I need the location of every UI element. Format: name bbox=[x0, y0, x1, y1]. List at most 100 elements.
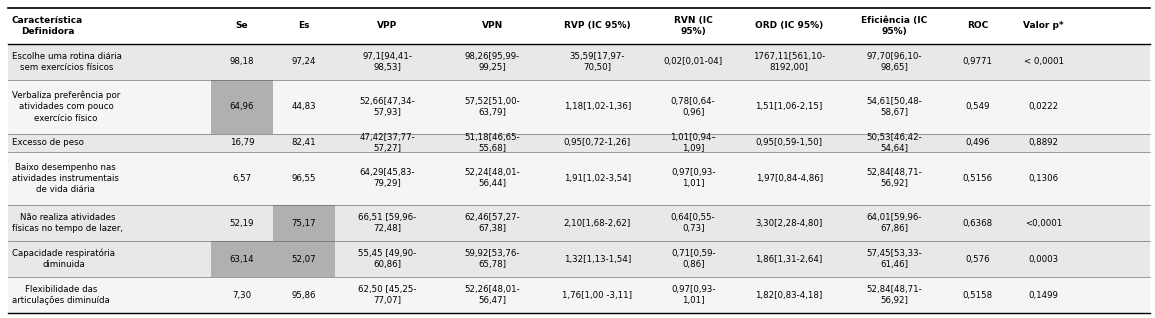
Text: Característica
Definidora: Característica Definidora bbox=[12, 16, 83, 36]
Text: 0,95[0,59-1,50]: 0,95[0,59-1,50] bbox=[755, 138, 822, 147]
Text: 1,01[0,94–
1,09]: 1,01[0,94– 1,09] bbox=[670, 133, 716, 153]
Text: ORD (IC 95%): ORD (IC 95%) bbox=[755, 21, 824, 31]
Text: 54,61[50,48-
58,67]: 54,61[50,48- 58,67] bbox=[866, 97, 922, 117]
Text: Es: Es bbox=[298, 21, 310, 31]
Text: VPP: VPP bbox=[377, 21, 397, 31]
Text: 35,59[17,97-
70,50]: 35,59[17,97- 70,50] bbox=[569, 52, 625, 72]
Text: 2,10[1,68-2,62]: 2,10[1,68-2,62] bbox=[564, 219, 631, 228]
Text: 16,79: 16,79 bbox=[230, 138, 254, 147]
Text: 52,19: 52,19 bbox=[230, 219, 254, 228]
Text: 97,1[94,41-
98,53]: 97,1[94,41- 98,53] bbox=[363, 52, 412, 72]
Text: 98,18: 98,18 bbox=[230, 57, 254, 66]
Text: 44,83: 44,83 bbox=[291, 102, 316, 111]
Text: 82,41: 82,41 bbox=[291, 138, 316, 147]
Text: RVP (IC 95%): RVP (IC 95%) bbox=[564, 21, 631, 31]
Text: 0,0222: 0,0222 bbox=[1029, 102, 1059, 111]
Text: 0,6368: 0,6368 bbox=[962, 219, 992, 228]
Bar bbox=[8, 241, 1150, 277]
Text: 64,96: 64,96 bbox=[230, 102, 254, 111]
Text: Flexibilidade das
articulações diminuída: Flexibilidade das articulações diminuída bbox=[12, 285, 110, 305]
Text: 0,5158: 0,5158 bbox=[962, 291, 992, 300]
Text: Escolhe uma rotina diária
sem exercícios físicos: Escolhe uma rotina diária sem exercícios… bbox=[12, 52, 122, 72]
Text: 0,02[0,01-04]: 0,02[0,01-04] bbox=[664, 57, 723, 66]
Text: 0,9771: 0,9771 bbox=[962, 57, 992, 66]
Text: 62,50 [45,25-
77,07]: 62,50 [45,25- 77,07] bbox=[358, 285, 417, 305]
Text: 57,52[51,00-
63,79]: 57,52[51,00- 63,79] bbox=[464, 97, 520, 117]
Text: 0,97[0,93-
1,01]: 0,97[0,93- 1,01] bbox=[671, 169, 715, 189]
Text: 52,84[48,71-
56,92]: 52,84[48,71- 56,92] bbox=[866, 169, 922, 189]
Text: 0,97[0,93-
1,01]: 0,97[0,93- 1,01] bbox=[671, 285, 715, 305]
Text: 97,24: 97,24 bbox=[291, 57, 316, 66]
Text: 47,42[37,77-
57,27]: 47,42[37,77- 57,27] bbox=[359, 133, 415, 153]
Bar bbox=[211, 80, 273, 134]
Bar bbox=[8, 8, 1150, 44]
Text: Valor p*: Valor p* bbox=[1023, 21, 1064, 31]
Bar bbox=[8, 205, 1150, 241]
Text: 1,82[0,83-4,18]: 1,82[0,83-4,18] bbox=[755, 291, 822, 300]
Text: 1767,11[561,10-
8192,00]: 1767,11[561,10- 8192,00] bbox=[753, 52, 826, 72]
Text: 1,91[1,02-3,54]: 1,91[1,02-3,54] bbox=[564, 174, 631, 183]
Text: 7,30: 7,30 bbox=[232, 291, 252, 300]
Text: 0,0003: 0,0003 bbox=[1029, 255, 1059, 264]
Text: 66,51 [59,96-
72,48]: 66,51 [59,96- 72,48] bbox=[358, 213, 416, 233]
Bar bbox=[8, 152, 1150, 205]
Text: 64,01[59,96-
67,86]: 64,01[59,96- 67,86] bbox=[866, 213, 922, 233]
Text: 0,496: 0,496 bbox=[966, 138, 990, 147]
Bar bbox=[8, 134, 1150, 152]
Text: 0,1306: 0,1306 bbox=[1029, 174, 1059, 183]
Text: 75,17: 75,17 bbox=[291, 219, 316, 228]
Text: 0,576: 0,576 bbox=[966, 255, 990, 264]
Text: Excesso de peso: Excesso de peso bbox=[12, 138, 84, 147]
Text: Baixo desempenho nas
atividades instrumentais
de vida diária: Baixo desempenho nas atividades instrume… bbox=[12, 163, 119, 194]
Text: 0,78[0,64-
0,96]: 0,78[0,64- 0,96] bbox=[671, 97, 716, 117]
Text: Capacidade respiratória
diminuida: Capacidade respiratória diminuida bbox=[12, 249, 116, 269]
Bar bbox=[273, 205, 335, 241]
Text: 0,1499: 0,1499 bbox=[1029, 291, 1059, 300]
Text: 52,84[48,71-
56,92]: 52,84[48,71- 56,92] bbox=[866, 285, 922, 305]
Text: 63,14: 63,14 bbox=[230, 255, 254, 264]
Text: 3,30[2,28-4,80]: 3,30[2,28-4,80] bbox=[755, 219, 822, 228]
Text: 50,53[46,42-
54,64]: 50,53[46,42- 54,64] bbox=[866, 133, 922, 153]
Text: 95,86: 95,86 bbox=[291, 291, 316, 300]
Text: Verbaliza preferência por
atividades com pouco
exercício físico: Verbaliza preferência por atividades com… bbox=[12, 91, 120, 122]
Text: VPN: VPN bbox=[482, 21, 502, 31]
Text: ROC: ROC bbox=[967, 21, 989, 31]
Text: 52,07: 52,07 bbox=[291, 255, 316, 264]
Text: 1,86[1,31-2,64]: 1,86[1,31-2,64] bbox=[755, 255, 822, 264]
Text: 57,45[53,33-
61,46]: 57,45[53,33- 61,46] bbox=[866, 249, 922, 269]
Text: 1,18[1,02-1,36]: 1,18[1,02-1,36] bbox=[564, 102, 631, 111]
Bar bbox=[211, 241, 273, 277]
Text: RVN (IC
95%): RVN (IC 95%) bbox=[673, 16, 713, 36]
Text: 0,5156: 0,5156 bbox=[962, 174, 992, 183]
Text: 96,55: 96,55 bbox=[291, 174, 316, 183]
Text: 52,26[48,01-
56,47]: 52,26[48,01- 56,47] bbox=[464, 285, 520, 305]
Text: 0,64[0,55-
0,73]: 0,64[0,55- 0,73] bbox=[671, 213, 716, 233]
Text: 0,95[0,72-1,26]: 0,95[0,72-1,26] bbox=[564, 138, 631, 147]
Bar bbox=[273, 241, 335, 277]
Text: 0,549: 0,549 bbox=[966, 102, 990, 111]
Text: 51,18[46,65-
55,68]: 51,18[46,65- 55,68] bbox=[464, 133, 520, 153]
Bar bbox=[8, 80, 1150, 134]
Text: 52,24[48,01-
56,44]: 52,24[48,01- 56,44] bbox=[464, 169, 520, 189]
Text: 62,46[57,27-
67,38]: 62,46[57,27- 67,38] bbox=[464, 213, 520, 233]
Text: < 0,0001: < 0,0001 bbox=[1023, 57, 1064, 66]
Text: 1,97[0,84-4,86]: 1,97[0,84-4,86] bbox=[755, 174, 822, 183]
Text: <0,0001: <0,0001 bbox=[1026, 219, 1063, 228]
Text: 1,76[1,00 -3,11]: 1,76[1,00 -3,11] bbox=[562, 291, 632, 300]
Text: Eficiência (IC
95%): Eficiência (IC 95%) bbox=[862, 16, 927, 36]
Text: 52,66[47,34-
57,93]: 52,66[47,34- 57,93] bbox=[359, 97, 415, 117]
Text: 97,70[96,10-
98,65]: 97,70[96,10- 98,65] bbox=[866, 52, 922, 72]
Text: 6,57: 6,57 bbox=[232, 174, 252, 183]
Text: 55,45 [49,90-
60,86]: 55,45 [49,90- 60,86] bbox=[358, 249, 416, 269]
Text: 1,51[1,06-2,15]: 1,51[1,06-2,15] bbox=[755, 102, 822, 111]
Text: 98,26[95,99-
99,25]: 98,26[95,99- 99,25] bbox=[464, 52, 520, 72]
Text: Se: Se bbox=[236, 21, 248, 31]
Bar bbox=[8, 44, 1150, 80]
Text: 64,29[45,83-
79,29]: 64,29[45,83- 79,29] bbox=[359, 169, 415, 189]
Text: Não realiza atividades
físicas no tempo de lazer,: Não realiza atividades físicas no tempo … bbox=[12, 213, 122, 233]
Text: 0,8892: 0,8892 bbox=[1029, 138, 1059, 147]
Text: 0,71[0,59-
0,86]: 0,71[0,59- 0,86] bbox=[671, 249, 715, 269]
Text: 1,32[1,13-1,54]: 1,32[1,13-1,54] bbox=[564, 255, 631, 264]
Bar bbox=[8, 277, 1150, 313]
Text: 59,92[53,76-
65,78]: 59,92[53,76- 65,78] bbox=[464, 249, 520, 269]
